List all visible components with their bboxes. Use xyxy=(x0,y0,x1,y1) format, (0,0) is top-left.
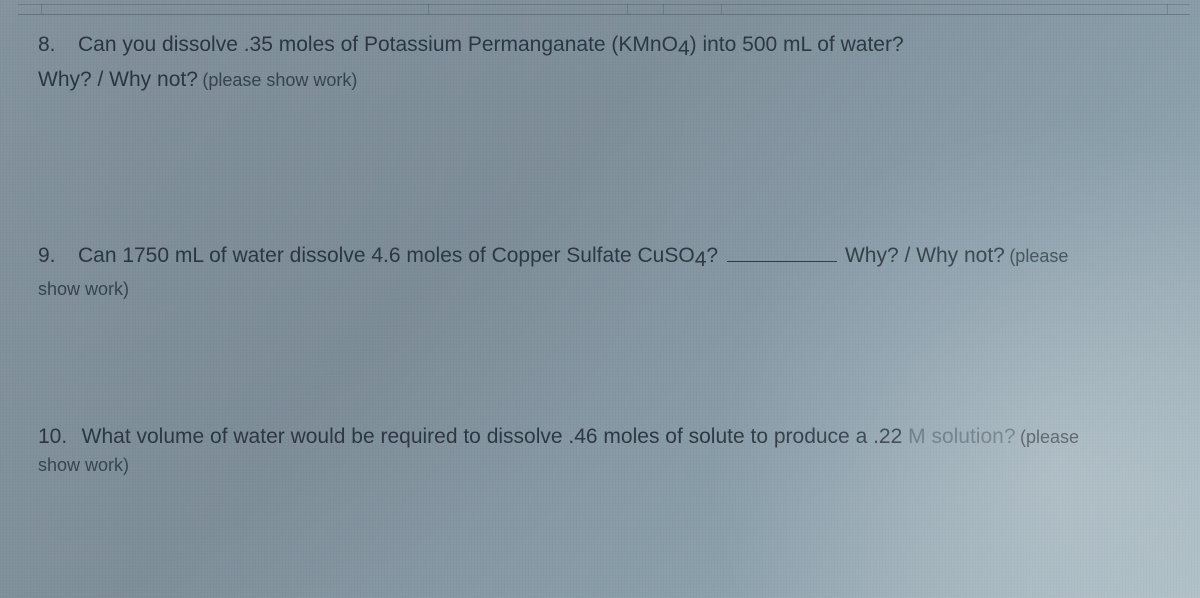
question-8-subscript: 4 xyxy=(678,37,690,60)
question-10-text-a: What volume of water would be required t… xyxy=(82,425,908,448)
question-9-number: 9. xyxy=(38,244,56,267)
question-9-text-b: ? xyxy=(706,244,718,267)
question-9-line1: 9. Can 1750 mL of water dissolve 4.6 mol… xyxy=(38,241,1170,276)
question-9-subscript: 4 xyxy=(695,248,707,271)
question-8-text-b: ) into 500 mL of water? xyxy=(690,33,904,56)
question-10-show-work-b: show work) xyxy=(38,455,129,475)
question-10-faded: M solution? xyxy=(908,425,1015,448)
answer-blank-9[interactable] xyxy=(727,247,837,262)
question-8-why: Why? / Why not? xyxy=(38,68,198,91)
question-10: 10. What volume of water would be requir… xyxy=(38,422,1170,479)
question-10-line2: show work) xyxy=(38,452,1170,478)
question-9-show-work-b: show work) xyxy=(38,279,129,299)
question-8-line1: 8. Can you dissolve .35 moles of Potassi… xyxy=(38,30,1170,65)
question-9-text-a: Can 1750 mL of water dissolve 4.6 moles … xyxy=(78,244,695,267)
question-9-line2: show work) xyxy=(38,276,1170,302)
question-9-show-work-a: (please xyxy=(1009,246,1068,266)
question-9: 9. Can 1750 mL of water dissolve 4.6 mol… xyxy=(38,241,1170,302)
question-8-number: 8. xyxy=(38,33,56,56)
question-10-show-work-a: (please xyxy=(1020,427,1079,447)
question-8-line2: Why? / Why not? (please show work) xyxy=(38,65,1170,95)
question-8-text-a: Can you dissolve .35 moles of Potassium … xyxy=(78,33,678,56)
question-10-line1: 10. What volume of water would be requir… xyxy=(38,422,1170,452)
top-border-rule xyxy=(18,4,1190,15)
question-10-number: 10. xyxy=(38,425,67,448)
question-9-why: Why? / Why not? xyxy=(845,244,1005,267)
worksheet-page: 8. Can you dissolve .35 moles of Potassi… xyxy=(38,30,1170,588)
question-8: 8. Can you dissolve .35 moles of Potassi… xyxy=(38,30,1170,95)
question-8-show-work: (please show work) xyxy=(202,70,357,90)
